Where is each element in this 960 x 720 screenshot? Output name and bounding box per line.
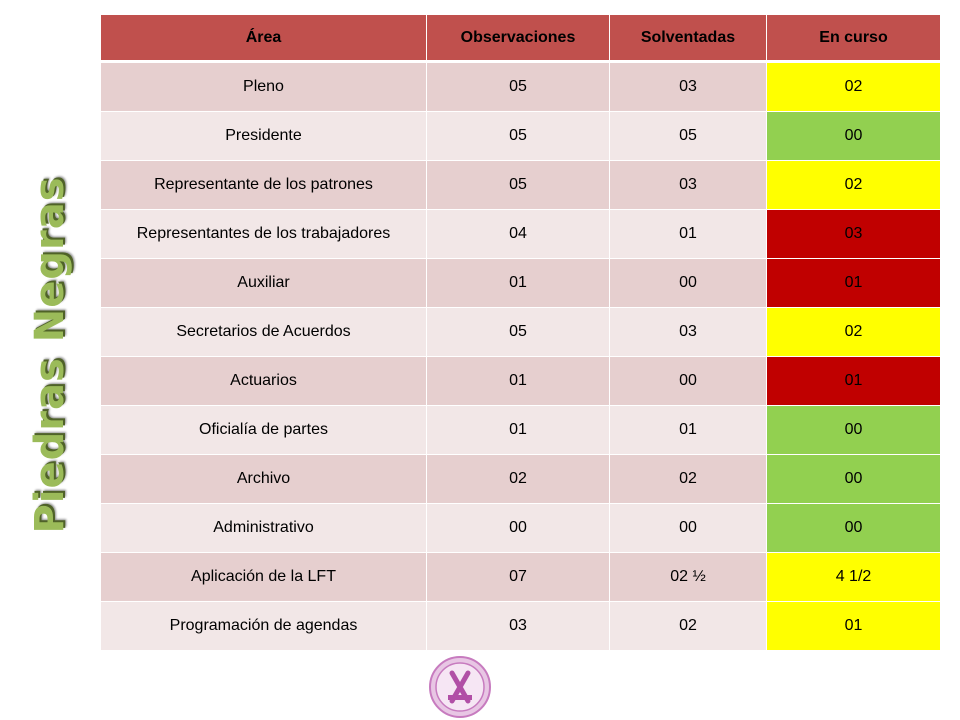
table-row: Representantes de los trabajadores 04 01 03 [100,209,941,259]
table-header: Área Observaciones Solventadas En curso [100,14,941,63]
side-title: Piedras Negras [27,176,73,534]
seal-icon [429,656,491,718]
cell-observaciones: 05 [426,160,610,210]
cell-area: Aplicación de la LFT [100,552,427,602]
cell-area: Auxiliar [100,258,427,308]
cell-en-curso: 02 [766,160,941,210]
cell-area: Presidente [100,111,427,161]
table-row: Secretarios de Acuerdos 05 03 02 [100,307,941,357]
cell-observaciones: 03 [426,601,610,651]
cell-area: Administrativo [100,503,427,553]
cell-en-curso: 00 [766,405,941,455]
table-row: Presidente 05 05 00 [100,111,941,161]
cell-observaciones: 01 [426,356,610,406]
cell-observaciones: 07 [426,552,610,602]
cell-solventadas: 02 [609,454,767,504]
cell-en-curso: 02 [766,307,941,357]
cell-area: Representantes de los trabajadores [100,209,427,259]
header-area: Área [100,14,427,63]
table-row: Representante de los patrones 05 03 02 [100,160,941,210]
cell-en-curso: 03 [766,209,941,259]
cell-solventadas: 00 [609,356,767,406]
header-solventadas: Solventadas [609,14,767,63]
table-body: Pleno 05 03 02 Presidente 05 05 00 Representante… [100,61,941,651]
cell-observaciones: 05 [426,111,610,161]
report-table: Área Observaciones Solventadas En curso … [100,14,941,651]
cell-observaciones: 01 [426,258,610,308]
cell-observaciones: 01 [426,405,610,455]
table-row: Auxiliar 01 00 01 [100,258,941,308]
cell-area: Oficialía de partes [100,405,427,455]
cell-solventadas: 03 [609,307,767,357]
table-row: Programación de agendas 03 02 01 [100,601,941,651]
table-row: Pleno 05 03 02 [100,61,941,112]
cell-observaciones: 00 [426,503,610,553]
cell-solventadas: 00 [609,503,767,553]
cell-area: Actuarios [100,356,427,406]
cell-en-curso: 4 1/2 [766,552,941,602]
table-row: Actuarios 01 00 01 [100,356,941,406]
cell-solventadas: 01 [609,405,767,455]
table-row: Administrativo 00 00 00 [100,503,941,553]
cell-en-curso: 01 [766,258,941,308]
cell-area: Secretarios de Acuerdos [100,307,427,357]
cell-solventadas: 03 [609,160,767,210]
header-en-curso: En curso [766,14,941,63]
cell-solventadas: 03 [609,61,767,112]
table-row: Oficialía de partes 01 01 00 [100,405,941,455]
table-row: Archivo 02 02 00 [100,454,941,504]
cell-en-curso: 02 [766,61,941,112]
cell-solventadas: 00 [609,258,767,308]
cell-observaciones: 05 [426,307,610,357]
cell-area: Programación de agendas [100,601,427,651]
cell-area: Archivo [100,454,427,504]
cell-en-curso: 00 [766,454,941,504]
cell-observaciones: 02 [426,454,610,504]
header-row: Área Observaciones Solventadas En curso [100,14,941,63]
cell-solventadas: 02 [609,601,767,651]
cell-solventadas: 05 [609,111,767,161]
cell-area: Representante de los patrones [100,160,427,210]
cell-solventadas: 01 [609,209,767,259]
cell-en-curso: 01 [766,356,941,406]
cell-solventadas: 02 ½ [609,552,767,602]
cell-en-curso: 01 [766,601,941,651]
cell-observaciones: 05 [426,61,610,112]
header-observaciones: Observaciones [426,14,610,63]
cell-area: Pleno [100,61,427,112]
cell-observaciones: 04 [426,209,610,259]
cell-en-curso: 00 [766,111,941,161]
cell-en-curso: 00 [766,503,941,553]
